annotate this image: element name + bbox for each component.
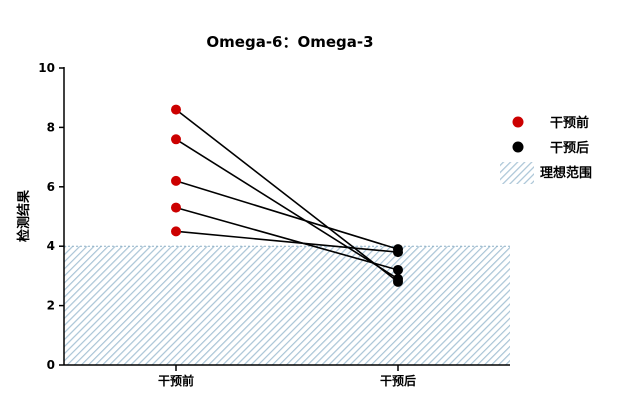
x-tick-label: 干预前 [158,373,194,388]
legend-marker [512,141,524,153]
y-tick-label: 6 [47,180,55,194]
legend-hatch-swatch [500,162,534,184]
series-lines [175,108,399,283]
y-tick-label: 2 [47,299,55,313]
legend-marker [512,116,524,128]
y-tick-label: 4 [47,239,55,253]
x-tick-label: 干预后 [380,373,416,388]
point-after [393,273,403,284]
y-tick-label: 0 [47,358,55,372]
point-before [171,202,181,213]
series-line [175,206,399,271]
y-tick-label: 10 [38,61,55,75]
legend-label: 理想范围 [540,165,592,181]
point-after [393,264,403,275]
chart-title: Omega-6：Omega-3 [206,33,373,51]
point-before [171,226,181,237]
y-axis-title: 检测结果 [16,190,32,242]
series-line [175,230,399,253]
series-line [175,138,399,280]
point-before [171,134,181,145]
y-tick-label: 8 [47,120,55,134]
reference-band-layer [64,245,510,365]
series-line [175,180,399,250]
axes: 0 2 4 6 8 10 干预前 干预后 [38,61,510,388]
series-points [171,104,403,287]
point-after [393,247,403,258]
point-before [171,104,181,115]
point-before [171,175,181,186]
series-line [175,108,399,283]
legend-label: 干预前 [550,115,589,131]
reference-band [64,246,510,365]
legend-label: 干预后 [550,140,589,156]
